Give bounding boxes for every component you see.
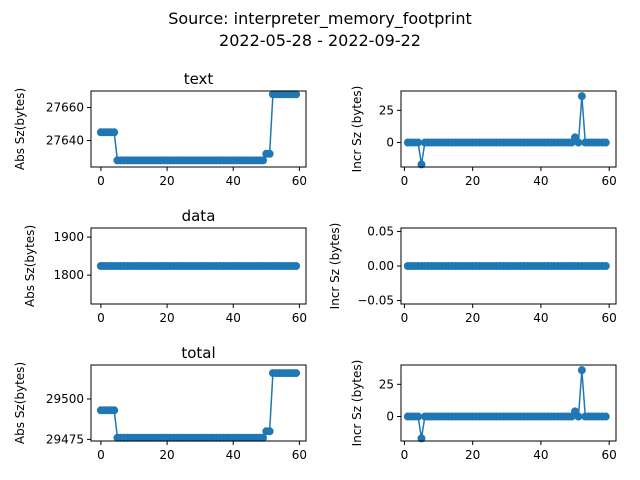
x-tick-label: 20 bbox=[465, 311, 480, 325]
y-tick-label: 27660 bbox=[46, 101, 84, 115]
x-tick-label: 40 bbox=[226, 448, 241, 462]
axes-frame bbox=[90, 90, 307, 168]
subplot-6: 0 20 40 60 0 25 Incr Sz (bytes) bbox=[350, 360, 617, 462]
x-tick-label: 20 bbox=[465, 174, 480, 188]
subplot-grid: 0 20 40 60 27640 27660 text Abs Sz(bytes) 0 20 40 6… bbox=[13, 70, 617, 462]
x-tick-label: 20 bbox=[159, 311, 174, 325]
x-tick-label: 40 bbox=[226, 311, 241, 325]
axes-frame bbox=[400, 364, 617, 442]
axes-frame bbox=[90, 227, 307, 305]
y-tick-label: 29475 bbox=[46, 432, 84, 446]
data-point bbox=[259, 433, 267, 442]
x-tick-label: 60 bbox=[602, 174, 617, 188]
subplot-3: 0 20 40 60 1800 1900 data Abs Sz(bytes) bbox=[23, 207, 307, 325]
data-point bbox=[601, 262, 610, 270]
y-axis-label: Incr Sz (bytes) bbox=[328, 223, 342, 310]
data-point bbox=[577, 366, 586, 375]
y-tick-label: 1900 bbox=[53, 230, 84, 244]
data-point bbox=[417, 434, 426, 443]
y-tick-label: 1800 bbox=[53, 268, 84, 282]
x-tick-label: 40 bbox=[533, 174, 548, 188]
data-point bbox=[601, 412, 610, 421]
y-tick-label: 0.00 bbox=[367, 259, 394, 273]
x-tick-label: 40 bbox=[226, 174, 241, 188]
subplot-5: 0 20 40 60 29475 29500 total Abs Sz(bytes) bbox=[13, 344, 307, 462]
data-point bbox=[574, 412, 583, 421]
y-tick-label: 25 bbox=[379, 377, 394, 391]
x-tick-label: 0 bbox=[97, 311, 105, 325]
x-tick-label: 60 bbox=[602, 311, 617, 325]
y-tick-label: 27640 bbox=[46, 134, 84, 148]
data-point bbox=[265, 427, 274, 436]
data-point bbox=[414, 412, 423, 421]
x-tick-label: 0 bbox=[97, 174, 105, 188]
data-point bbox=[292, 90, 301, 99]
data-point bbox=[292, 262, 301, 270]
data-point bbox=[414, 138, 423, 147]
y-tick-label: 25 bbox=[379, 103, 394, 117]
axes-frame bbox=[90, 364, 307, 442]
data-point bbox=[577, 92, 586, 101]
data-point bbox=[574, 138, 583, 147]
x-tick-label: 0 bbox=[401, 311, 409, 325]
data-point bbox=[292, 369, 301, 378]
x-tick-label: 0 bbox=[401, 448, 409, 462]
subplot-2: 0 20 40 60 0 25 Incr Sz (bytes) bbox=[350, 86, 617, 188]
subplot-1: 0 20 40 60 27640 27660 text Abs Sz(bytes) bbox=[13, 70, 307, 188]
x-tick-label: 40 bbox=[533, 448, 548, 462]
x-tick-label: 60 bbox=[292, 311, 307, 325]
y-tick-label: 0 bbox=[386, 410, 394, 424]
subplot-4: 0 20 40 60 −0.05 0.00 0.05 Incr Sz (bytes) bbox=[328, 223, 617, 325]
data-point bbox=[259, 156, 267, 165]
data-point bbox=[601, 138, 610, 147]
x-tick-label: 60 bbox=[292, 174, 307, 188]
y-axis-label: Abs Sz(bytes) bbox=[23, 225, 37, 307]
y-axis-label: Incr Sz (bytes) bbox=[350, 86, 364, 173]
x-tick-label: 20 bbox=[465, 448, 480, 462]
y-tick-label: 29500 bbox=[46, 392, 84, 406]
x-tick-label: 60 bbox=[292, 448, 307, 462]
x-tick-label: 20 bbox=[159, 448, 174, 462]
axes-frame bbox=[400, 90, 617, 168]
data-point bbox=[417, 160, 426, 169]
x-tick-label: 0 bbox=[97, 448, 105, 462]
y-axis-label: Incr Sz (bytes) bbox=[350, 360, 364, 447]
x-tick-label: 0 bbox=[401, 174, 409, 188]
y-tick-label: −0.05 bbox=[357, 294, 394, 308]
data-point bbox=[110, 128, 119, 137]
y-tick-label: 0.05 bbox=[367, 224, 394, 238]
subplot-title: total bbox=[181, 344, 215, 362]
data-point bbox=[110, 406, 119, 415]
figure-title-line2: 2022-05-28 - 2022-09-22 bbox=[219, 31, 421, 50]
data-point bbox=[265, 149, 274, 158]
figure-title-line1: Source: interpreter_memory_footprint bbox=[168, 9, 472, 29]
x-tick-label: 20 bbox=[159, 174, 174, 188]
y-axis-label: Abs Sz(bytes) bbox=[13, 88, 27, 170]
x-tick-label: 40 bbox=[533, 311, 548, 325]
y-axis-label: Abs Sz(bytes) bbox=[13, 362, 27, 444]
y-tick-label: 0 bbox=[386, 136, 394, 150]
x-tick-label: 60 bbox=[602, 448, 617, 462]
subplot-title: text bbox=[184, 70, 214, 88]
subplot-title: data bbox=[182, 207, 216, 225]
